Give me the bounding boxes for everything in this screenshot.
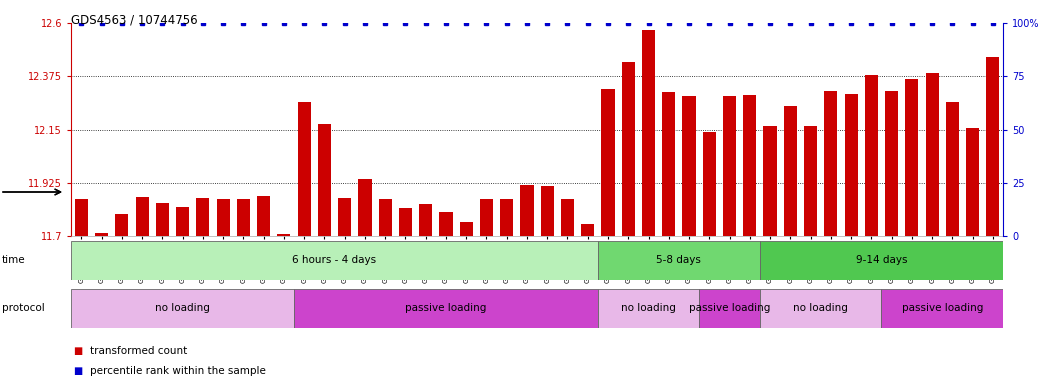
Bar: [480, 199, 493, 236]
Text: no loading: no loading: [794, 303, 848, 313]
Text: passive loading: passive loading: [405, 303, 487, 313]
Bar: [804, 126, 817, 236]
Bar: [379, 199, 392, 236]
Bar: [642, 30, 655, 236]
Bar: [358, 179, 372, 236]
Bar: [662, 92, 675, 236]
Bar: [885, 91, 898, 236]
Bar: [723, 96, 736, 236]
Bar: [945, 103, 959, 236]
Bar: [176, 207, 190, 236]
Text: passive loading: passive loading: [901, 303, 983, 313]
Bar: [419, 204, 432, 236]
Bar: [460, 222, 473, 236]
Bar: [598, 241, 760, 280]
Text: no loading: no loading: [155, 303, 210, 313]
Bar: [71, 289, 294, 328]
Bar: [845, 94, 857, 236]
Bar: [297, 103, 311, 236]
Bar: [784, 106, 797, 236]
Text: protocol: protocol: [2, 303, 45, 313]
Bar: [115, 214, 129, 236]
Bar: [71, 241, 598, 280]
Bar: [763, 126, 777, 236]
Bar: [966, 128, 979, 236]
Text: 5-8 days: 5-8 days: [656, 255, 701, 265]
Bar: [135, 197, 149, 236]
Bar: [581, 224, 595, 236]
Bar: [743, 95, 756, 236]
Bar: [440, 212, 452, 236]
Text: 6 hours - 4 days: 6 hours - 4 days: [292, 255, 377, 265]
Bar: [683, 96, 695, 236]
Text: percentile rank within the sample: percentile rank within the sample: [90, 366, 266, 376]
Text: 9-14 days: 9-14 days: [855, 255, 908, 265]
Bar: [824, 91, 838, 236]
Bar: [760, 241, 1003, 280]
Bar: [622, 62, 634, 236]
Text: time: time: [2, 255, 26, 265]
Text: passive loading: passive loading: [689, 303, 771, 313]
Bar: [699, 289, 760, 328]
Bar: [906, 79, 918, 236]
Text: ■: ■: [73, 346, 83, 356]
Bar: [760, 289, 882, 328]
Bar: [703, 132, 716, 236]
Bar: [540, 186, 554, 236]
Bar: [399, 208, 413, 236]
Bar: [95, 233, 108, 236]
Bar: [561, 199, 574, 236]
Bar: [865, 75, 878, 236]
Bar: [882, 289, 1003, 328]
Bar: [500, 199, 513, 236]
Text: no loading: no loading: [621, 303, 676, 313]
Bar: [294, 289, 598, 328]
Bar: [74, 199, 88, 236]
Bar: [318, 124, 331, 236]
Bar: [196, 198, 209, 236]
Bar: [520, 185, 534, 236]
Text: GDS4563 / 10744756: GDS4563 / 10744756: [71, 13, 198, 26]
Bar: [601, 89, 615, 236]
Bar: [986, 57, 1000, 236]
Bar: [926, 73, 939, 236]
Bar: [156, 203, 169, 236]
Bar: [217, 199, 229, 236]
Bar: [598, 289, 699, 328]
Bar: [258, 196, 270, 236]
Bar: [277, 234, 290, 236]
Bar: [338, 198, 351, 236]
Text: transformed count: transformed count: [90, 346, 187, 356]
Bar: [237, 199, 250, 236]
Text: ■: ■: [73, 366, 83, 376]
